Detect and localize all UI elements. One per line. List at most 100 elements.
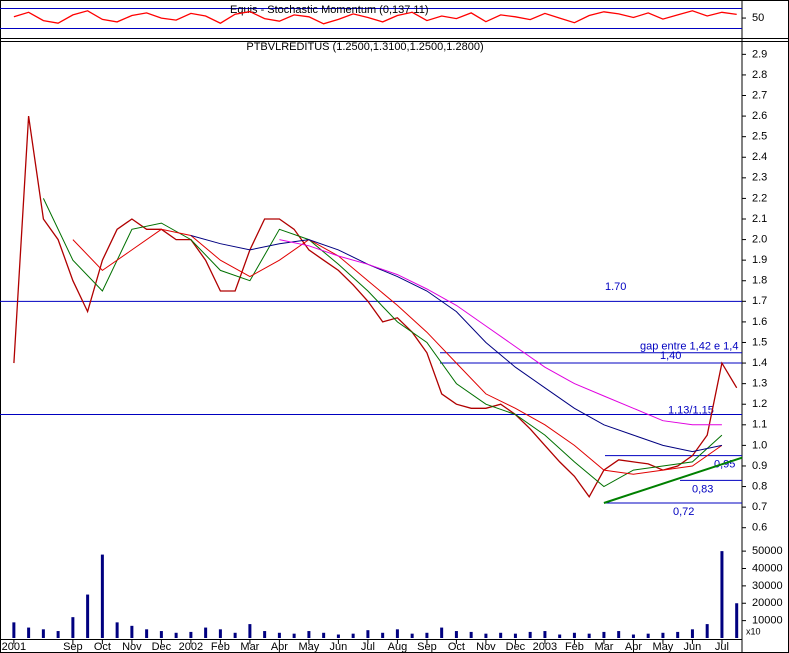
volume-bar <box>587 633 591 638</box>
osc-title: Equis - Stochastic Momentum (0,137.11) <box>230 4 429 16</box>
y-tick-label: 2.8 <box>752 69 767 81</box>
x-tick-label: Jul <box>715 641 729 653</box>
y-tick-label: 1.0 <box>752 439 767 451</box>
level-label: 1.70 <box>605 281 626 293</box>
average-line <box>42 198 723 488</box>
x-tick-label: Jun <box>684 641 702 653</box>
y-tick-label: 2.7 <box>752 89 767 101</box>
volume-bar <box>735 603 739 638</box>
volume-bar <box>263 631 267 638</box>
volume-bar <box>351 633 355 638</box>
axis-note: x10 <box>746 626 761 636</box>
volume-bar <box>558 634 562 638</box>
price-title: PTBVLREDITUS (1.2500,1.3100,1.2500,1.280… <box>246 41 483 53</box>
x-tick-label: Oct <box>94 641 111 653</box>
y-tick-label: 1.5 <box>752 336 767 348</box>
volume-bar <box>661 632 665 638</box>
volume-bar <box>174 632 178 638</box>
x-tick-label: May <box>653 641 674 653</box>
x-tick-label: Jul <box>361 641 375 653</box>
level-label: 1,40 <box>660 350 681 362</box>
y-tick-label: 1.9 <box>752 254 767 266</box>
x-tick-label: Apr <box>271 641 288 653</box>
volume-bar <box>572 632 576 638</box>
average-line <box>190 235 723 453</box>
level-label: 0,83 <box>692 483 713 495</box>
y-tick-label: 1.8 <box>752 275 767 287</box>
volume-bar <box>12 622 16 638</box>
x-tick-label: 2003 <box>533 641 557 653</box>
y-tick-label: 0.7 <box>752 501 767 513</box>
volume-bar <box>130 625 134 638</box>
volume-bar <box>646 633 650 638</box>
volume-bar <box>513 633 517 638</box>
volume-bar <box>100 554 104 638</box>
price-line <box>13 10 737 25</box>
volume-bar <box>159 631 163 638</box>
volume-bar <box>204 627 208 638</box>
trend-line <box>603 456 743 504</box>
volume-bar <box>248 624 252 638</box>
volume-bar <box>705 624 709 638</box>
x-tick-label: May <box>299 641 320 653</box>
y-tick-label: 2.4 <box>752 151 767 163</box>
y-tick-label: 2.0 <box>752 233 767 245</box>
volume-bar <box>41 629 45 638</box>
volume-bar <box>322 632 326 638</box>
y-tick-label: 1.4 <box>752 357 767 369</box>
average-line <box>279 239 722 426</box>
x-tick-label: Dec <box>152 641 172 653</box>
volume-bar <box>86 594 90 638</box>
volume-bar <box>233 632 237 638</box>
x-tick-label: 2001 <box>2 641 26 653</box>
y-tick-label: 2.6 <box>752 110 767 122</box>
volume-bar <box>528 631 532 638</box>
y-tick-label: 10000 <box>752 615 783 627</box>
x-tick-label: Oct <box>448 641 465 653</box>
x-tick-label: Sep <box>63 641 83 653</box>
x-tick-label: Feb <box>565 641 584 653</box>
x-tick-label: Nov <box>122 641 142 653</box>
y-tick-label: 30000 <box>752 580 783 592</box>
y-tick-label: 1.1 <box>752 419 767 431</box>
level-label: gap entre 1,42 e 1,4 <box>640 341 738 353</box>
y-tick-label: 50 <box>752 12 764 24</box>
volume-bar <box>720 551 724 638</box>
x-tick-label: Aug <box>388 641 408 653</box>
volume-bar <box>277 632 281 638</box>
x-tick-label: Mar <box>240 641 259 653</box>
volume-bar <box>410 633 414 638</box>
y-tick-label: 50000 <box>752 545 783 557</box>
volume-bar <box>484 633 488 638</box>
level-label: 0,72 <box>673 506 694 518</box>
y-tick-label: 0.8 <box>752 480 767 492</box>
x-tick-label: Sep <box>417 641 437 653</box>
x-tick-label: Nov <box>476 641 496 653</box>
y-tick-label: 1.3 <box>752 378 767 390</box>
volume-bar <box>145 629 149 638</box>
volume-bar <box>366 630 370 638</box>
volume-bar <box>602 631 606 638</box>
volume-bar <box>425 632 429 638</box>
volume-bar <box>381 632 385 638</box>
price-line <box>13 116 738 499</box>
volume-bar <box>543 631 547 638</box>
volume-bar <box>307 631 311 638</box>
y-tick-label: 2.5 <box>752 131 767 143</box>
x-tick-label: Mar <box>594 641 613 653</box>
x-tick-label: Apr <box>625 641 642 653</box>
y-tick-label: 2.3 <box>752 172 767 184</box>
volume-bar <box>292 633 296 638</box>
volume-bar <box>71 617 75 638</box>
volume-bar <box>56 631 60 638</box>
y-tick-label: 20000 <box>752 597 783 609</box>
volume-bar <box>336 634 340 638</box>
x-tick-label: Dec <box>506 641 526 653</box>
volume-bar <box>617 631 621 638</box>
volume-bar <box>115 622 119 638</box>
y-tick-label: 1.2 <box>752 398 767 410</box>
volume-bar <box>218 629 222 638</box>
volume-bar <box>454 631 458 638</box>
